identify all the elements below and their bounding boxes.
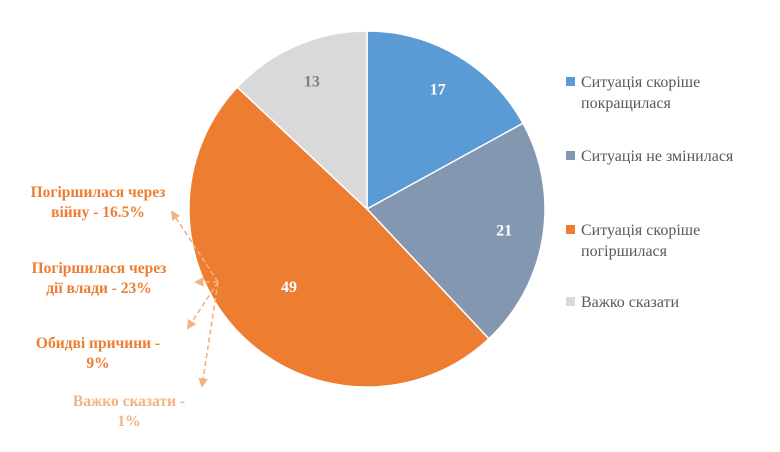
slice-value-label: 13 [304, 74, 320, 91]
annotation-line: дії влади - 23% [46, 280, 152, 297]
pie-slice [188, 86, 490, 388]
annotation-arrow [170, 210, 219, 283]
annotation-line: 9% [86, 355, 110, 372]
legend-item-improved: Ситуація скоріше покращилася [566, 72, 771, 114]
annotation-line: війну - 16.5% [51, 204, 145, 221]
legend-item-hard-to-say: Важко сказати [566, 292, 771, 313]
legend-swatch [566, 151, 575, 160]
pie-slice [365, 122, 546, 340]
legend-label: Важко сказати [581, 294, 680, 311]
annotation-line: Погіршилася через [31, 260, 167, 277]
annotation-authorities: Погіршилася через дії влади - 23% [16, 259, 182, 299]
annotation-hard-to-say: Важко сказати - 1% [54, 392, 204, 432]
pie-slice [236, 30, 368, 211]
annotation-connectors [170, 210, 219, 388]
legend-item-worsened: Ситуація скоріше погіршилася [566, 220, 771, 262]
annotation-war: Погіршилася через війну - 16.5% [18, 183, 178, 223]
legend-swatch [566, 297, 575, 306]
legend-item-unchanged: Ситуація не змінилася [566, 146, 771, 167]
annotation-arrow [198, 281, 219, 388]
legend-label: Ситуація не змінилася [581, 148, 734, 165]
annotation-line: Обидві причини - [35, 335, 161, 352]
legend-swatch [566, 77, 575, 86]
annotation-line: Погіршилася через [30, 184, 166, 201]
slice-value-label: 17 [430, 82, 446, 99]
annotation-both-reasons: Обидві причини - 9% [18, 334, 178, 374]
pie-value-labels: 17 21 49 13 [281, 74, 512, 296]
annotation-arrow [186, 281, 219, 330]
slice-value-label: 21 [496, 223, 512, 240]
legend-label: Ситуація скоріше покращилася [581, 74, 701, 112]
pie-slices [188, 30, 546, 388]
legend-label: Ситуація скоріше погіршилася [581, 222, 701, 260]
slice-value-label: 49 [281, 279, 297, 296]
annotation-line: Важко сказати - [72, 393, 186, 410]
annotation-line: 1% [117, 413, 141, 430]
pie-slice [366, 30, 524, 211]
legend-swatch [566, 225, 575, 234]
